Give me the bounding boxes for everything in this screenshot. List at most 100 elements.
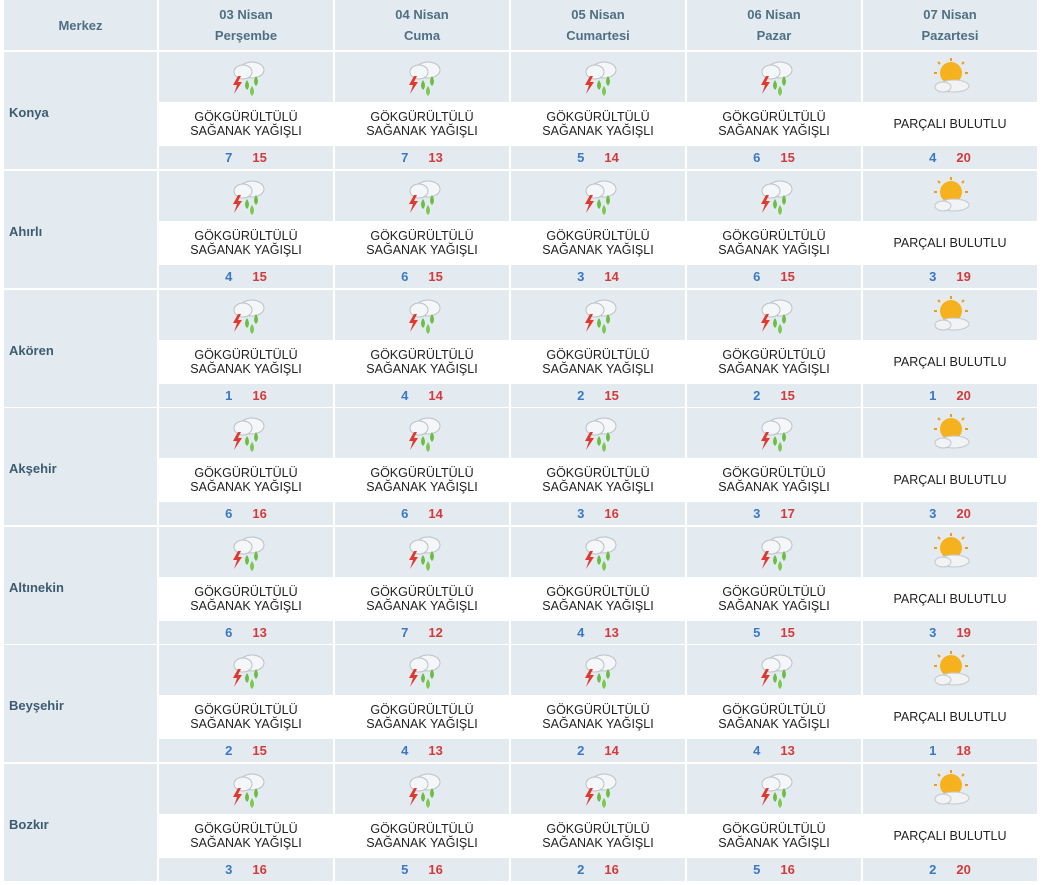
weather-description: GÖKGÜRÜLTÜLÜ SAĞANAK YAĞIŞLI xyxy=(687,221,861,265)
forecast-cell: GÖKGÜRÜLTÜLÜ SAĞANAK YAĞIŞLI 4 14 xyxy=(335,290,509,407)
condition-line-2: SAĞANAK YAĞIŞLI xyxy=(542,243,654,257)
forecast-cell: PARÇALI BULUTLU 3 19 xyxy=(863,171,1037,288)
condition-line-1: GÖKGÜRÜLTÜLÜ xyxy=(546,703,650,717)
weather-icon-box xyxy=(335,408,509,458)
weather-icon-box xyxy=(863,290,1037,340)
city-name-link[interactable]: Ahırlı xyxy=(9,224,43,239)
temperature-range: 3 17 xyxy=(687,502,861,525)
temperature-range: 7 12 xyxy=(335,621,509,644)
city-name-link[interactable]: Akşehir xyxy=(9,461,57,476)
condition-text: PARÇALI BULUTLU xyxy=(893,710,1007,724)
max-temperature: 13 xyxy=(252,625,267,640)
max-temperature: 13 xyxy=(428,150,443,165)
weather-description: GÖKGÜRÜLTÜLÜ SAĞANAK YAĞIŞLI xyxy=(335,814,509,858)
weather-description: GÖKGÜRÜLTÜLÜ SAĞANAK YAĞIŞLI xyxy=(335,458,509,502)
condition-text: GÖKGÜRÜLTÜLÜ SAĞANAK YAĞIŞLI xyxy=(718,110,829,138)
thunderstorm-shower-icon xyxy=(401,296,445,336)
condition-text: GÖKGÜRÜLTÜLÜ SAĞANAK YAĞIŞLI xyxy=(542,822,653,850)
max-temperature: 19 xyxy=(956,269,971,284)
temperature-range: 2 15 xyxy=(511,384,685,407)
thunderstorm-shower-icon xyxy=(753,533,797,573)
partly-cloudy-icon xyxy=(929,177,973,217)
temperature-range: 6 15 xyxy=(687,265,861,288)
max-temperature: 14 xyxy=(428,388,443,403)
weather-description: PARÇALI BULUTLU xyxy=(863,577,1037,621)
table-row: Ahırlı GÖKGÜRÜLTÜLÜ SAĞANAK YAĞIŞLI 4 15 GÖKG… xyxy=(0,171,1043,288)
city-name-link[interactable]: Bozkır xyxy=(9,817,49,832)
weather-description: PARÇALI BULUTLU xyxy=(863,221,1037,265)
min-temperature: 1 xyxy=(929,388,937,403)
temperature-range: 1 20 xyxy=(863,384,1037,407)
header-weekday: Cumartesi xyxy=(566,28,630,43)
header-day-5: 07 Nisan Pazartesi xyxy=(863,0,1037,50)
thunderstorm-shower-icon xyxy=(753,177,797,217)
forecast-cell: GÖKGÜRÜLTÜLÜ SAĞANAK YAĞIŞLI 6 16 xyxy=(159,408,333,525)
forecast-cell: GÖKGÜRÜLTÜLÜ SAĞANAK YAĞIŞLI 6 15 xyxy=(687,52,861,169)
condition-text: GÖKGÜRÜLTÜLÜ SAĞANAK YAĞIŞLI xyxy=(542,585,653,613)
thunderstorm-shower-icon xyxy=(753,296,797,336)
weather-icon-box xyxy=(863,52,1037,102)
condition-text: GÖKGÜRÜLTÜLÜ SAĞANAK YAĞIŞLI xyxy=(190,348,301,376)
city-cell: Bozkır xyxy=(4,764,157,881)
weather-icon-box xyxy=(335,764,509,814)
condition-line-2: SAĞANAK YAĞIŞLI xyxy=(190,599,302,613)
condition-line-1: GÖKGÜRÜLTÜLÜ xyxy=(370,466,474,480)
temperature-range: 3 16 xyxy=(159,858,333,881)
city-name-link[interactable]: Akören xyxy=(9,343,54,358)
weather-description: GÖKGÜRÜLTÜLÜ SAĞANAK YAĞIŞLI xyxy=(511,577,685,621)
thunderstorm-shower-icon xyxy=(753,770,797,810)
min-temperature: 3 xyxy=(929,269,937,284)
weather-icon-box xyxy=(863,645,1037,695)
max-temperature: 15 xyxy=(252,150,267,165)
condition-line-2: SAĞANAK YAĞIŞLI xyxy=(542,124,654,138)
min-temperature: 3 xyxy=(753,506,761,521)
min-temperature: 4 xyxy=(577,625,585,640)
max-temperature: 15 xyxy=(780,388,795,403)
condition-text: GÖKGÜRÜLTÜLÜ SAĞANAK YAĞIŞLI xyxy=(718,229,829,257)
weather-description: GÖKGÜRÜLTÜLÜ SAĞANAK YAĞIŞLI xyxy=(511,814,685,858)
condition-line-1: GÖKGÜRÜLTÜLÜ xyxy=(370,703,474,717)
weather-description: PARÇALI BULUTLU xyxy=(863,814,1037,858)
weather-icon-box xyxy=(863,527,1037,577)
weather-icon-box xyxy=(687,527,861,577)
forecast-cell: PARÇALI BULUTLU 1 18 xyxy=(863,645,1037,762)
condition-text: GÖKGÜRÜLTÜLÜ SAĞANAK YAĞIŞLI xyxy=(366,466,477,494)
weather-icon-box xyxy=(511,290,685,340)
condition-line-1: GÖKGÜRÜLTÜLÜ xyxy=(546,585,650,599)
min-temperature: 2 xyxy=(577,862,585,877)
city-name-link[interactable]: Altınekin xyxy=(9,580,64,595)
city-name-link[interactable]: Beyşehir xyxy=(9,698,64,713)
forecast-cell: GÖKGÜRÜLTÜLÜ SAĞANAK YAĞIŞLI 2 15 xyxy=(687,290,861,407)
condition-line-2: SAĞANAK YAĞIŞLI xyxy=(718,124,830,138)
weather-icon-box xyxy=(159,645,333,695)
min-temperature: 5 xyxy=(401,862,409,877)
condition-line-2: SAĞANAK YAĞIŞLI xyxy=(718,362,830,376)
min-temperature: 7 xyxy=(225,150,233,165)
condition-text: PARÇALI BULUTLU xyxy=(893,355,1007,369)
condition-line-2: SAĞANAK YAĞIŞLI xyxy=(718,717,830,731)
condition-line-1: GÖKGÜRÜLTÜLÜ xyxy=(370,822,474,836)
weather-icon-box xyxy=(159,408,333,458)
header-day-1: 03 Nisan Perşembe xyxy=(159,0,333,50)
temperature-range: 3 19 xyxy=(863,621,1037,644)
forecast-cell: GÖKGÜRÜLTÜLÜ SAĞANAK YAĞIŞLI 2 15 xyxy=(159,645,333,762)
forecast-cell: GÖKGÜRÜLTÜLÜ SAĞANAK YAĞIŞLI 4 15 xyxy=(159,171,333,288)
table-row: Bozkır GÖKGÜRÜLTÜLÜ SAĞANAK YAĞIŞLI 3 16 GÖKG… xyxy=(0,764,1043,881)
condition-line-1: GÖKGÜRÜLTÜLÜ xyxy=(194,348,298,362)
condition-line-1: GÖKGÜRÜLTÜLÜ xyxy=(722,466,826,480)
forecast-cell: PARÇALI BULUTLU 4 20 xyxy=(863,52,1037,169)
condition-line-1: GÖKGÜRÜLTÜLÜ xyxy=(194,822,298,836)
condition-text: GÖKGÜRÜLTÜLÜ SAĞANAK YAĞIŞLI xyxy=(366,229,477,257)
condition-line-1: GÖKGÜRÜLTÜLÜ xyxy=(546,466,650,480)
condition-text: GÖKGÜRÜLTÜLÜ SAĞANAK YAĞIŞLI xyxy=(718,703,829,731)
forecast-cell: GÖKGÜRÜLTÜLÜ SAĞANAK YAĞIŞLI 7 13 xyxy=(335,52,509,169)
temperature-range: 4 13 xyxy=(687,739,861,762)
forecast-cell: GÖKGÜRÜLTÜLÜ SAĞANAK YAĞIŞLI 2 15 xyxy=(511,290,685,407)
condition-text: GÖKGÜRÜLTÜLÜ SAĞANAK YAĞIŞLI xyxy=(366,585,477,613)
header-day-4: 06 Nisan Pazar xyxy=(687,0,861,50)
max-temperature: 19 xyxy=(956,625,971,640)
max-temperature: 16 xyxy=(604,862,619,877)
forecast-cell: GÖKGÜRÜLTÜLÜ SAĞANAK YAĞIŞLI 5 15 xyxy=(687,527,861,644)
forecast-cell: GÖKGÜRÜLTÜLÜ SAĞANAK YAĞIŞLI 5 14 xyxy=(511,52,685,169)
city-name-link[interactable]: Konya xyxy=(9,105,49,120)
